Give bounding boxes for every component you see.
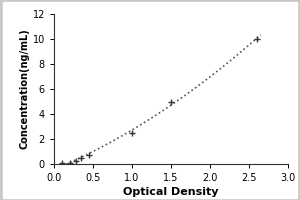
- Y-axis label: Concentration(ng/mL): Concentration(ng/mL): [20, 29, 30, 149]
- X-axis label: Optical Density: Optical Density: [123, 187, 219, 197]
